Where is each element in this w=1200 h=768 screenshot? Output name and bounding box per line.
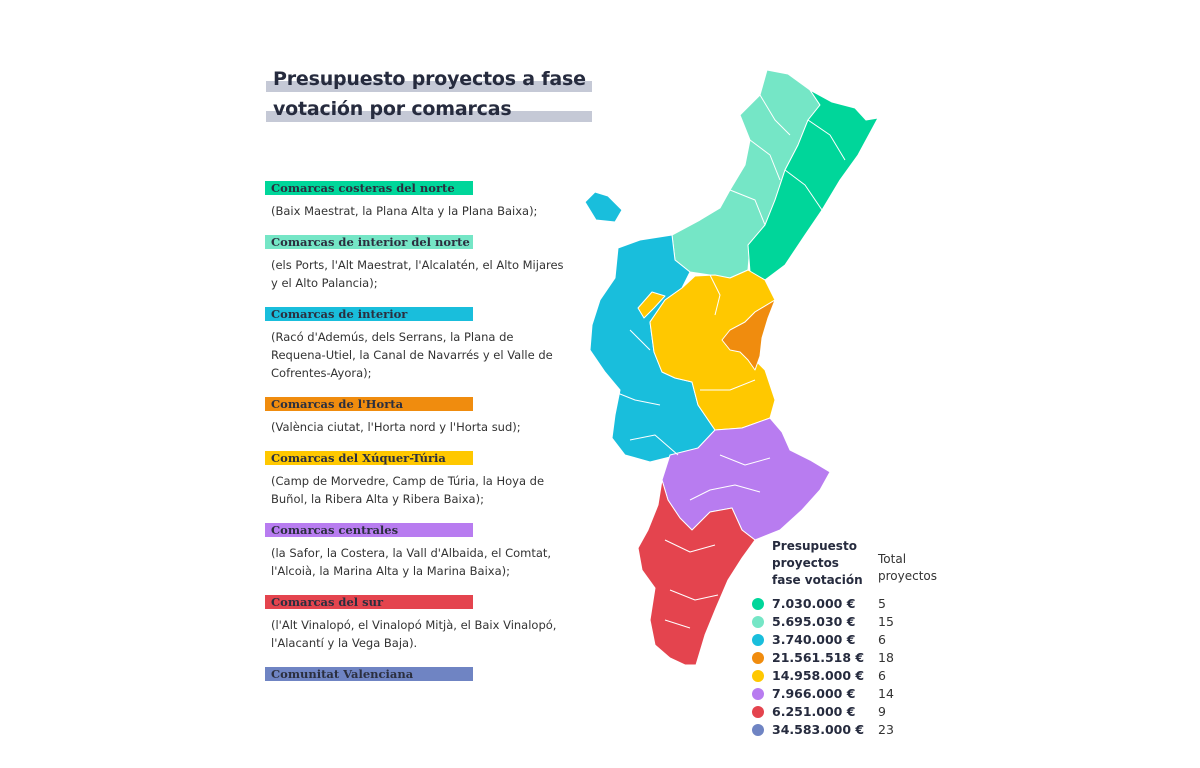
title-line-2: votación por comarcas bbox=[266, 98, 596, 128]
map-region-horta bbox=[721, 299, 776, 371]
color-dot bbox=[752, 652, 764, 664]
project-count: 6 bbox=[878, 632, 886, 647]
color-dot bbox=[752, 616, 764, 628]
group-interior: Comarcas de interior (Racó d'Ademús, del… bbox=[265, 306, 571, 382]
group-name: Comarcas de interior bbox=[265, 307, 473, 321]
title-line-1: Presupuesto proyectos a fase bbox=[266, 68, 596, 98]
group-name: Comarcas costeras del norte bbox=[265, 181, 473, 195]
map-region-south bbox=[637, 479, 756, 666]
budget-row: 7.030.000 € 5 bbox=[752, 595, 952, 613]
budget-header: Presupuesto proyectos fase votación bbox=[772, 538, 872, 589]
map-border-lines bbox=[609, 94, 846, 629]
group-name: Comarcas de l'Horta bbox=[265, 397, 473, 411]
project-count: 6 bbox=[878, 668, 886, 683]
group-central: Comarcas centrales (la Safor, la Costera… bbox=[265, 522, 571, 580]
group-horta: Comarcas de l'Horta (València ciutat, l'… bbox=[265, 396, 571, 436]
group-description: (els Ports, l'Alt Maestrat, l'Alcalatén,… bbox=[271, 258, 564, 290]
group-description: (Camp de Morvedre, Camp de Túria, la Hoy… bbox=[271, 474, 545, 506]
map-region-interior bbox=[584, 191, 623, 223]
budget-header-line: fase votación bbox=[772, 573, 863, 587]
color-dot bbox=[752, 724, 764, 736]
budget-table: 7.030.000 € 5 5.695.030 € 15 3.740.000 €… bbox=[752, 595, 952, 739]
project-count: 14 bbox=[878, 686, 894, 701]
budget-row: 34.583.000 € 23 bbox=[752, 721, 952, 739]
map-title: Presupuesto proyectos a fase votación po… bbox=[266, 68, 596, 128]
budget-amount: 21.561.518 € bbox=[772, 650, 865, 665]
color-dot bbox=[752, 634, 764, 646]
group-name: Comarcas del Xúquer-Túria bbox=[265, 451, 473, 465]
group-description: (l'Alt Vinalopó, el Vinalopó Mitjà, el B… bbox=[271, 618, 557, 650]
title-text-1: Presupuesto proyectos a fase bbox=[273, 68, 586, 90]
color-dot bbox=[752, 688, 764, 700]
budget-amount: 7.966.000 € bbox=[772, 686, 856, 701]
title-highlight-bar bbox=[266, 81, 592, 92]
budget-amount: 5.695.030 € bbox=[772, 614, 856, 629]
project-count: 15 bbox=[878, 614, 894, 629]
budget-amount: 7.030.000 € bbox=[772, 596, 856, 611]
count-header-line: proyectos bbox=[878, 569, 938, 583]
budget-amount: 6.251.000 € bbox=[772, 704, 856, 719]
budget-row: 14.958.000 € 6 bbox=[752, 667, 952, 685]
project-count: 18 bbox=[878, 650, 894, 665]
group-description: (Baix Maestrat, la Plana Alta y la Plana… bbox=[271, 204, 538, 218]
budget-row: 5.695.030 € 15 bbox=[752, 613, 952, 631]
map-region-north-coast bbox=[747, 89, 879, 281]
budget-amount: 14.958.000 € bbox=[772, 668, 865, 683]
region-map bbox=[570, 60, 890, 680]
project-count: 9 bbox=[878, 704, 886, 719]
group-description: (València ciutat, l'Horta nord y l'Horta… bbox=[271, 420, 521, 434]
group-description: (la Safor, la Costera, la Vall d'Albaida… bbox=[271, 546, 552, 578]
color-dot bbox=[752, 598, 764, 610]
title-text-2: votación por comarcas bbox=[273, 98, 512, 120]
budget-amount: 34.583.000 € bbox=[772, 722, 865, 737]
group-south: Comarcas del sur (l'Alt Vinalopó, el Vin… bbox=[265, 594, 571, 652]
budget-row: 21.561.518 € 18 bbox=[752, 649, 952, 667]
group-name: Comarcas del sur bbox=[265, 595, 473, 609]
map-region-xuquer-turia-piece bbox=[637, 291, 666, 319]
project-count: 5 bbox=[878, 596, 886, 611]
group-xuquer-turia: Comarcas del Xúquer-Túria (Camp de Morve… bbox=[265, 450, 571, 508]
title-highlight-bar bbox=[266, 111, 592, 122]
budget-header-line: proyectos bbox=[772, 556, 839, 570]
budget-header-line: Presupuesto bbox=[772, 539, 857, 553]
count-header-line: Total bbox=[878, 552, 907, 566]
budget-amount: 3.740.000 € bbox=[772, 632, 856, 647]
budget-row: 3.740.000 € 6 bbox=[752, 631, 952, 649]
color-dot bbox=[752, 706, 764, 718]
color-dot bbox=[752, 670, 764, 682]
group-comunitat: Comunitat Valenciana bbox=[265, 666, 473, 685]
group-name: Comarcas de interior del norte bbox=[265, 235, 473, 249]
group-name: Comunitat Valenciana bbox=[265, 667, 473, 681]
count-header: Total proyectos bbox=[878, 551, 958, 585]
budget-row: 7.966.000 € 14 bbox=[752, 685, 952, 703]
budget-row: 6.251.000 € 9 bbox=[752, 703, 952, 721]
map-region-xuquer-turia bbox=[649, 269, 776, 431]
project-count: 23 bbox=[878, 722, 894, 737]
region-map-svg bbox=[584, 69, 879, 666]
group-north-coast: Comarcas costeras del norte (Baix Maestr… bbox=[265, 180, 571, 220]
group-description: (Racó d'Ademús, dels Serrans, la Plana d… bbox=[271, 330, 553, 380]
group-name: Comarcas centrales bbox=[265, 523, 473, 537]
group-north-interior: Comarcas de interior del norte (els Port… bbox=[265, 234, 571, 292]
